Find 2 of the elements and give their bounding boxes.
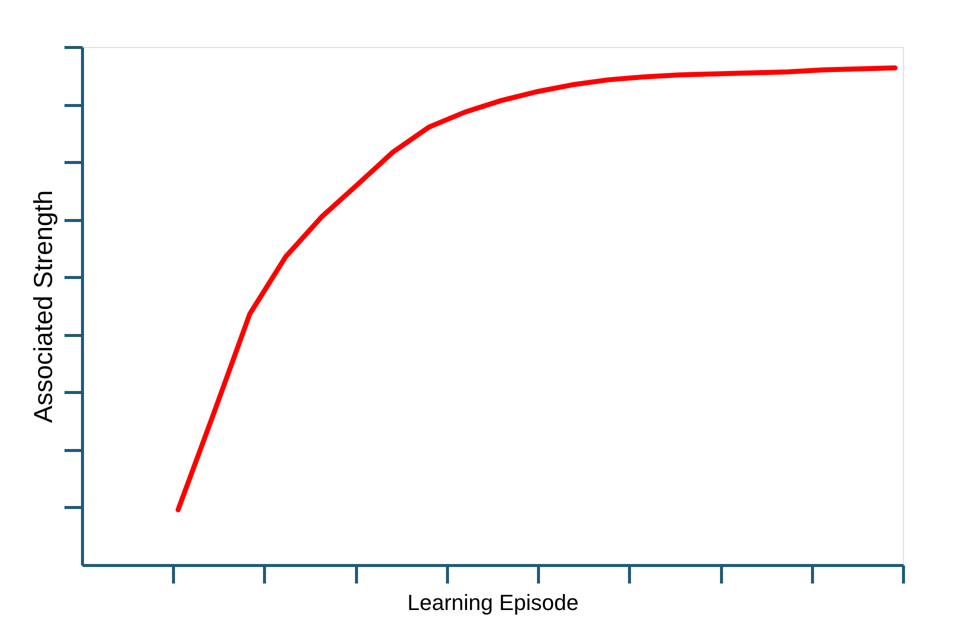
x-axis-title: Learning Episode <box>407 590 579 615</box>
y-axis-title: Associated Strength <box>28 190 58 423</box>
